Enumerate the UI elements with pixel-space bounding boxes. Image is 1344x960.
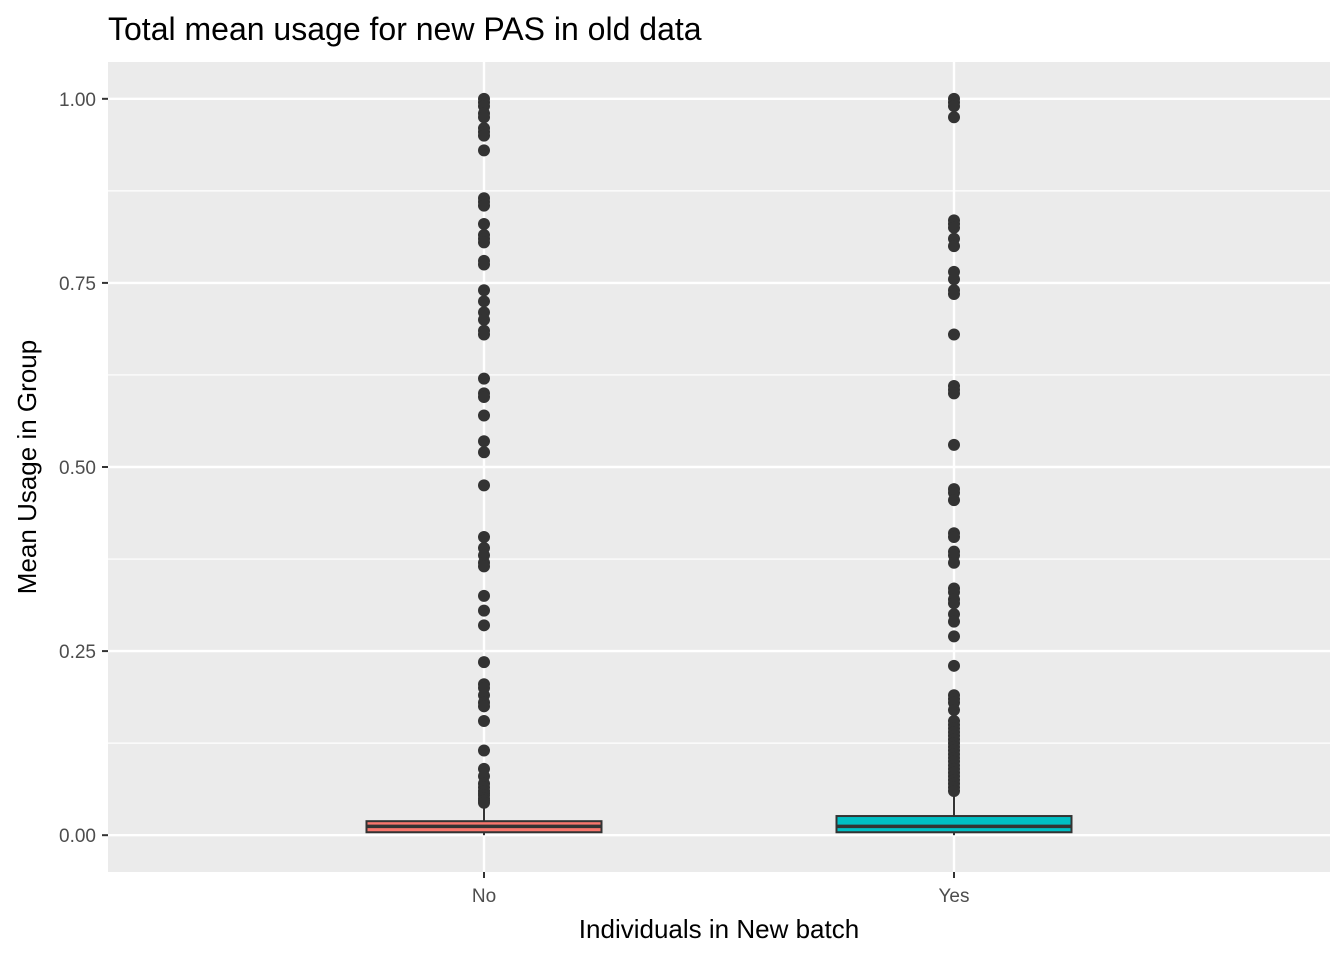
x-tick-label: No bbox=[472, 886, 496, 907]
outlier-point bbox=[948, 387, 960, 400]
outlier-point bbox=[948, 615, 960, 628]
x-axis-title: Individuals in New batch bbox=[579, 914, 859, 944]
outlier-point bbox=[948, 240, 960, 253]
outlier-point bbox=[948, 704, 960, 716]
outlier-point bbox=[478, 589, 490, 602]
outlier-point bbox=[478, 129, 490, 142]
outlier-point bbox=[478, 258, 490, 271]
outlier-point bbox=[478, 111, 490, 124]
outlier-point bbox=[478, 604, 490, 617]
x-axis: No Yes bbox=[472, 872, 970, 907]
outlier-point bbox=[948, 630, 960, 643]
outlier-point bbox=[948, 221, 960, 234]
outlier-point bbox=[948, 597, 960, 610]
box-series bbox=[365, 92, 1073, 836]
outlier-point bbox=[478, 218, 490, 230]
outlier-point bbox=[478, 144, 490, 157]
y-tick-label: 1.00 bbox=[59, 90, 96, 111]
y-tick-label: 0.00 bbox=[59, 826, 96, 847]
outlier-point bbox=[478, 560, 490, 573]
outlier-point bbox=[478, 199, 490, 212]
outlier-point bbox=[948, 659, 960, 672]
outlier-point bbox=[478, 619, 490, 632]
outlier-point bbox=[948, 494, 960, 507]
chart-title: Total mean usage for new PAS in old data bbox=[108, 11, 702, 47]
outlier-point bbox=[478, 796, 490, 809]
y-tick-label: 0.25 bbox=[59, 642, 96, 663]
outlier-point bbox=[948, 100, 960, 113]
box-group-yes bbox=[835, 92, 1073, 836]
box bbox=[835, 815, 1073, 834]
outlier-point bbox=[478, 295, 490, 308]
outlier-point bbox=[478, 479, 490, 492]
x-tick-label: Yes bbox=[939, 886, 970, 907]
y-axis-title: Mean Usage in Group bbox=[12, 340, 42, 594]
outlier-point bbox=[478, 328, 490, 341]
y-axis: 0.00 0.25 0.50 0.75 1.00 bbox=[59, 90, 108, 847]
outlier-point bbox=[478, 715, 490, 728]
outlier-point bbox=[478, 656, 490, 669]
outlier-point bbox=[948, 530, 960, 543]
outlier-point bbox=[948, 328, 960, 341]
outlier-point bbox=[948, 556, 960, 569]
outlier-point bbox=[478, 435, 490, 448]
outlier-point bbox=[478, 313, 490, 326]
box-group-no bbox=[365, 92, 603, 836]
outlier-point bbox=[478, 744, 490, 757]
outlier-point bbox=[948, 785, 960, 797]
outlier-point bbox=[478, 700, 490, 713]
outlier-point bbox=[478, 446, 490, 459]
outlier-point bbox=[478, 530, 490, 543]
outlier-point bbox=[478, 236, 490, 249]
outlier-point bbox=[948, 287, 960, 300]
outlier-point bbox=[478, 409, 490, 422]
outlier-point bbox=[478, 391, 490, 404]
outlier-point bbox=[948, 438, 960, 451]
minor-gridlines bbox=[108, 190, 1330, 744]
y-tick-label: 0.75 bbox=[59, 274, 96, 295]
outlier-point bbox=[948, 273, 960, 286]
outlier-point bbox=[478, 284, 490, 297]
outlier-point bbox=[948, 111, 960, 124]
y-tick-label: 0.50 bbox=[59, 458, 96, 479]
outlier-point bbox=[478, 372, 490, 385]
